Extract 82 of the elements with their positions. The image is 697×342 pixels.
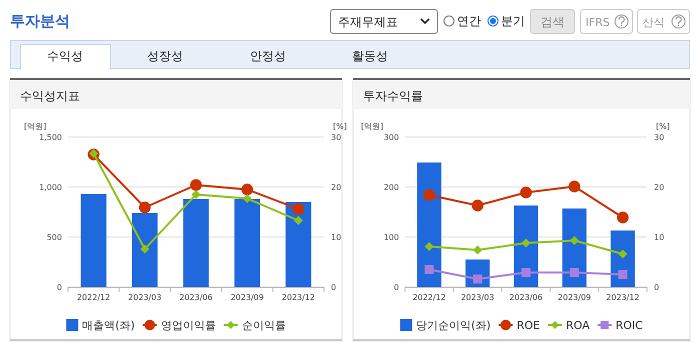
text: IFRS <box>586 16 610 29</box>
y2-tick-label: 30 <box>654 133 664 142</box>
y-tick-label: 500 <box>46 233 62 242</box>
y-tick-label: 100 <box>384 233 399 242</box>
text: 성장성 <box>147 49 183 63</box>
y-tick-label: 0 <box>56 283 62 292</box>
point <box>472 200 484 212</box>
y2-tick-label: 20 <box>331 183 342 192</box>
point <box>473 274 482 284</box>
y2-axis-title: [%] <box>656 122 670 131</box>
x-tick-label: 2022/12 <box>76 293 110 302</box>
point <box>140 244 150 254</box>
legend-label: 영업이익률 <box>160 319 216 332</box>
text: 수익성 <box>47 49 83 63</box>
legend-label: ROE <box>516 319 540 332</box>
x-tick-label: 2022/12 <box>412 293 446 302</box>
text: 연간 <box>457 14 481 28</box>
legend-label: 당기순이익(좌) <box>416 319 491 332</box>
bar <box>183 199 209 287</box>
legend-label: ROIC <box>616 319 644 332</box>
point <box>522 268 530 277</box>
text: 투자분석 <box>10 12 70 30</box>
legend-label: ROA <box>566 319 590 332</box>
x-tick-label: 2023/09 <box>230 293 264 302</box>
point <box>241 184 254 196</box>
text: 산식 <box>642 16 664 29</box>
x-tick-label: 2023/03 <box>460 293 494 302</box>
text: 안정성 <box>250 49 286 63</box>
point <box>473 246 482 254</box>
bar <box>234 199 260 287</box>
y2-tick-label: 30 <box>331 133 342 142</box>
text: 분기 <box>501 14 525 28</box>
point <box>424 265 434 274</box>
bar <box>562 208 586 287</box>
point <box>89 149 98 158</box>
bar <box>417 162 442 287</box>
bar <box>514 206 538 287</box>
x-tick-label: 2023/06 <box>179 293 213 302</box>
text: 검색 <box>540 15 564 29</box>
bar <box>80 194 106 287</box>
text: 주재무제표 <box>338 15 398 29</box>
text: 활동성 <box>352 49 388 63</box>
point <box>616 212 629 224</box>
point <box>570 268 579 277</box>
point <box>138 202 151 214</box>
x-tick-label: 2023/12 <box>606 293 640 302</box>
y-tick-label: 1,000 <box>39 183 62 192</box>
point <box>618 250 628 258</box>
point <box>190 179 202 191</box>
x-tick-label: 2023/09 <box>558 293 592 302</box>
y-tick-label: 0 <box>394 283 399 292</box>
chart-title: 수익성지표 <box>20 89 80 103</box>
y2-tick-label: 10 <box>331 233 342 242</box>
legend-label: 매출액(좌) <box>82 319 135 332</box>
y2-tick-label: 0 <box>654 283 660 292</box>
point <box>292 203 304 215</box>
x-tick-label: 2023/03 <box>128 293 162 302</box>
point <box>242 194 252 203</box>
y2-tick-label: 20 <box>654 183 664 192</box>
x-tick-label: 2023/06 <box>509 293 543 302</box>
point <box>522 238 530 248</box>
y-axis-title: [억원] <box>361 122 384 131</box>
point <box>424 242 434 251</box>
legend-label: 순이익률 <box>242 319 286 332</box>
y-tick-label: 200 <box>384 183 399 192</box>
point <box>520 186 532 198</box>
y-tick-label: 300 <box>384 133 399 142</box>
y2-tick-label: 10 <box>654 233 664 242</box>
point <box>423 189 436 201</box>
bar <box>286 202 312 287</box>
point <box>192 190 200 199</box>
bar <box>132 213 158 287</box>
y2-axis-title: [%] <box>333 122 347 131</box>
point <box>570 236 579 245</box>
chart-title: 투자수익률 <box>363 89 423 103</box>
point <box>294 216 303 225</box>
y2-tick-label: 0 <box>331 283 336 292</box>
y-axis-title: [억원] <box>24 122 46 131</box>
point <box>568 180 580 192</box>
point <box>618 270 628 279</box>
y-tick-label: 1,500 <box>39 133 62 142</box>
x-tick-label: 2023/12 <box>282 293 316 302</box>
